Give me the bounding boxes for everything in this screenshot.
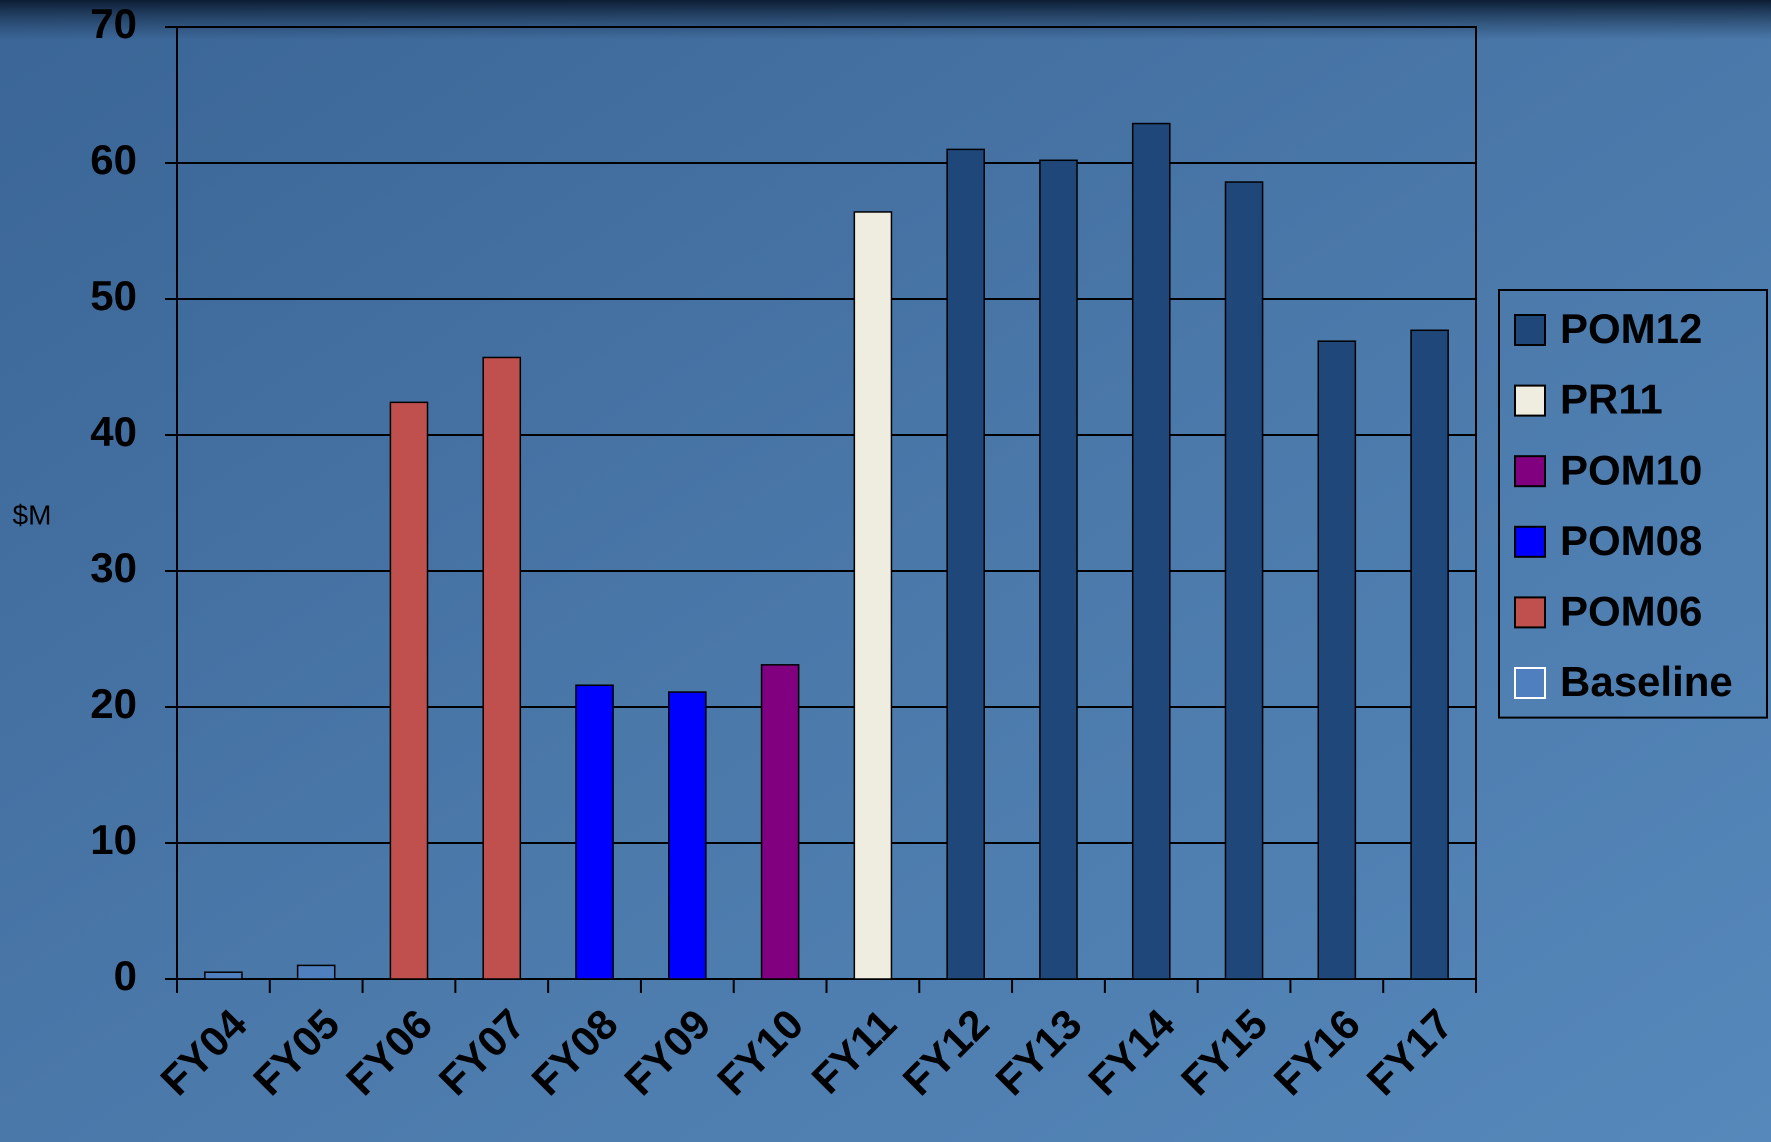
bar: [296, 964, 336, 980]
bar: [1039, 159, 1078, 980]
legend-label: Baseline: [1560, 658, 1733, 705]
bar: [204, 971, 243, 980]
legend-swatch: [1514, 384, 1546, 417]
y-axis-label: $M: [13, 499, 52, 530]
legend-label: PR11: [1560, 376, 1663, 423]
legend-swatch: [1514, 455, 1546, 488]
y-tick-label: 50: [90, 272, 137, 319]
bar: [575, 684, 614, 980]
bar: [946, 148, 985, 980]
bar: [1131, 122, 1171, 980]
y-tick-label: 30: [90, 544, 137, 591]
bar: [1410, 329, 1449, 980]
legend-swatch: [1514, 667, 1546, 699]
y-tick-label: 10: [90, 816, 137, 863]
bar: [668, 691, 707, 980]
bar: [389, 401, 429, 980]
y-tick-label: 60: [90, 136, 137, 183]
legend-swatch: [1514, 596, 1546, 629]
bar: [1224, 181, 1264, 980]
y-tick-label: 40: [90, 408, 137, 455]
legend-box: [1498, 289, 1768, 719]
bar: [482, 356, 522, 980]
y-tick-label: 20: [90, 680, 137, 727]
legend-swatch: [1514, 314, 1546, 346]
legend-label: POM10: [1560, 446, 1702, 493]
y-tick-label: 0: [114, 952, 137, 999]
bar: [853, 211, 893, 980]
legend-swatch: [1514, 525, 1546, 558]
bar: [760, 664, 800, 980]
y-tick-label: 70: [90, 0, 137, 47]
legend-label: POM08: [1560, 517, 1702, 564]
top-band: [0, 0, 1771, 40]
bar: [1317, 340, 1357, 980]
legend-label: POM12: [1560, 305, 1702, 352]
legend-label: POM06: [1560, 587, 1702, 634]
